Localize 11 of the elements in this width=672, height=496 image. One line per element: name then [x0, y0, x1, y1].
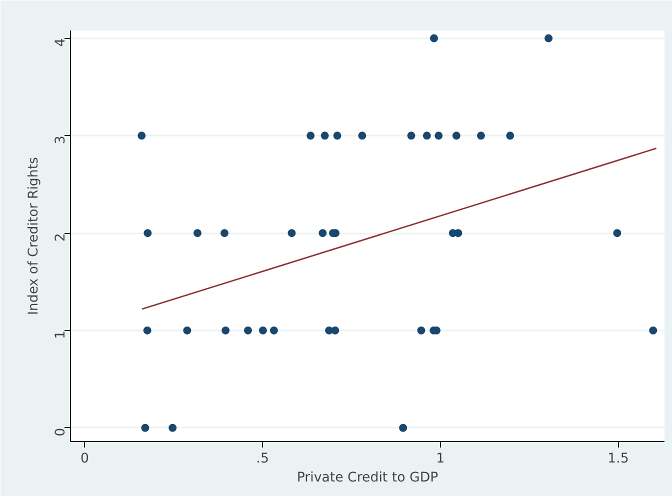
x-tick-label: .5 [256, 452, 269, 466]
x-axis-title: Private Credit to GDP [296, 470, 438, 486]
x-tick-label: 0 [80, 452, 89, 466]
x-tick-label: 1 [436, 452, 445, 466]
y-tick-label: 1 [54, 330, 68, 339]
y-tick-label: 4 [54, 38, 68, 47]
y-axis-title: Index of Creditor Rights [26, 156, 42, 315]
y-tick-label: 2 [54, 233, 68, 242]
x-tick-label: 1.5 [608, 452, 629, 466]
y-tick-label: 3 [54, 136, 68, 144]
y-tick-label: 0 [54, 428, 68, 436]
